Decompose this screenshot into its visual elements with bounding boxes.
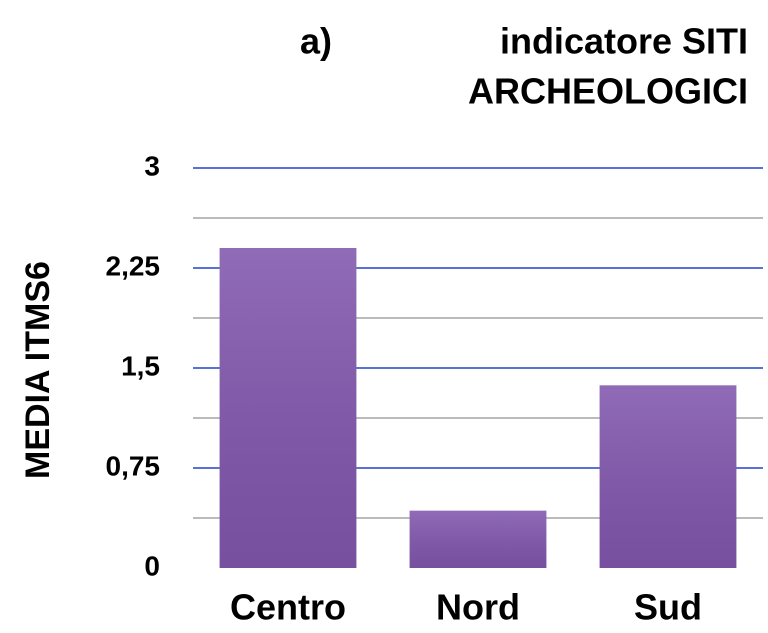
chart-title: ARCHEOLOGICI <box>468 71 748 112</box>
x-tick-label: Centro <box>230 587 346 628</box>
y-tick-label: 1,5 <box>121 350 160 381</box>
y-tick-label: 0,75 <box>106 450 161 481</box>
bar <box>599 385 737 568</box>
bar <box>219 248 357 568</box>
y-tick-label: 3 <box>144 150 160 181</box>
x-tick-label: Sud <box>634 587 702 628</box>
y-axis-title: MEDIA ITMS6 <box>19 261 57 479</box>
x-tick-label: Nord <box>436 587 520 628</box>
y-tick-label: 0 <box>144 550 160 581</box>
bar <box>409 510 547 568</box>
chart-title: indicatore SITI <box>500 21 748 62</box>
y-tick-label: 2,25 <box>106 250 161 281</box>
panel-label: a) <box>300 21 332 62</box>
